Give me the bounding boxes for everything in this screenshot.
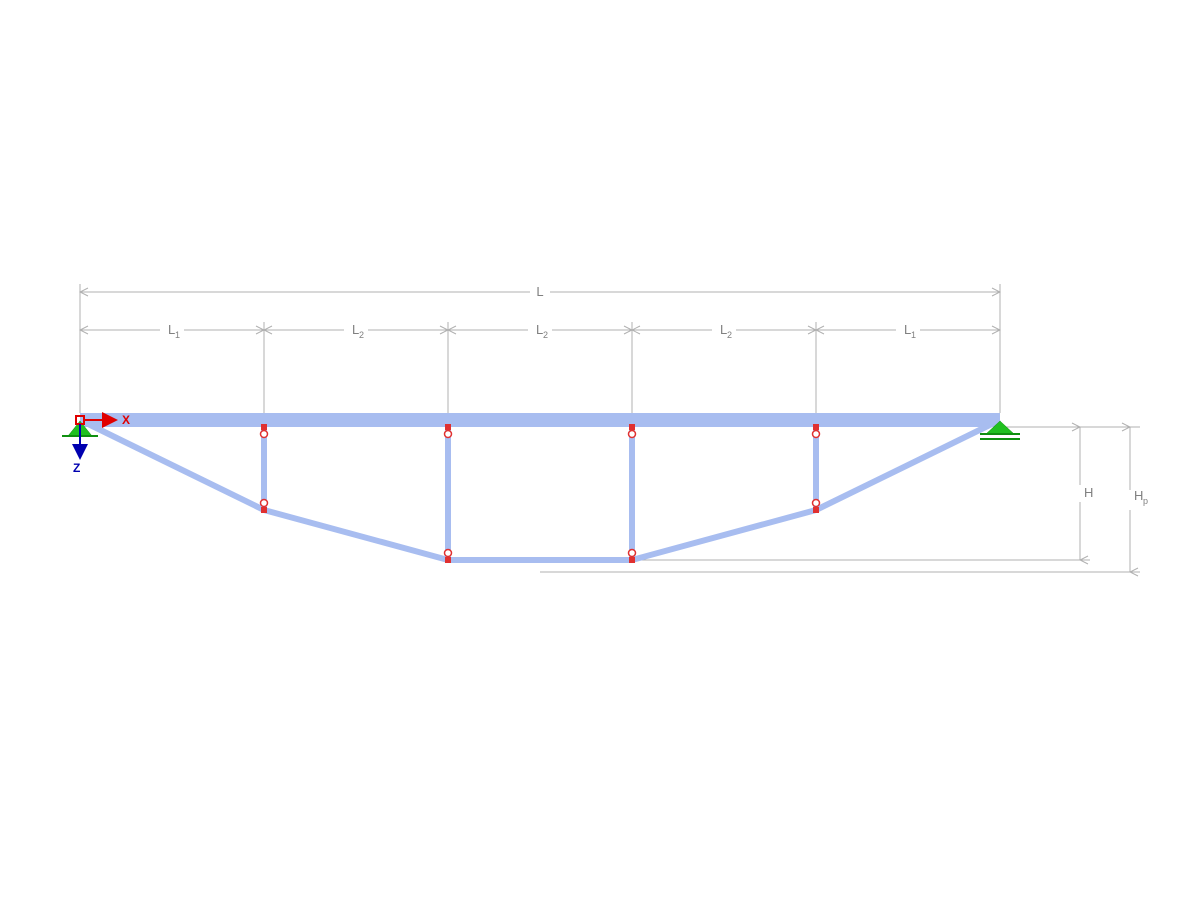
hinge-top-2 — [445, 424, 451, 430]
svg-text:1: 1 — [175, 330, 180, 340]
top-chord — [80, 413, 1000, 427]
hinge-top-1b — [261, 431, 268, 438]
axis-label-z: Z — [73, 461, 80, 475]
hinge-top-3 — [629, 424, 635, 430]
hinge-top-1 — [261, 424, 267, 430]
diag-1 — [80, 420, 264, 510]
diag-2 — [264, 510, 448, 560]
hinge-top-3b — [629, 431, 636, 438]
svg-text:2: 2 — [543, 330, 548, 340]
svg-text:2: 2 — [359, 330, 364, 340]
hinges — [261, 424, 820, 563]
dimension-overall: L — [80, 284, 1000, 413]
hinge-bot-3 — [629, 550, 636, 564]
diag-3 — [632, 510, 816, 560]
truss-diagram: L L 1 L 2 L 2 L 2 L 1 — [0, 0, 1200, 900]
diag-4 — [816, 420, 1000, 510]
hinge-top-4b — [813, 431, 820, 438]
svg-text:2: 2 — [727, 330, 732, 340]
axis-label-x: X — [122, 413, 130, 427]
dim-label-L: L — [536, 284, 543, 299]
dim-label-H: H — [1084, 485, 1093, 500]
svg-text:p: p — [1143, 496, 1148, 506]
hinge-bot-4 — [813, 500, 820, 514]
dimension-segments: L 1 L 2 L 2 L 2 L 1 — [80, 322, 1000, 413]
hinge-top-4 — [813, 424, 819, 430]
hinge-bot-1 — [261, 500, 268, 514]
hinge-bot-2 — [445, 550, 452, 564]
hinge-top-2b — [445, 431, 452, 438]
dim-label-Hp: H — [1134, 488, 1143, 503]
truss-members — [80, 413, 1000, 560]
svg-text:1: 1 — [911, 330, 916, 340]
